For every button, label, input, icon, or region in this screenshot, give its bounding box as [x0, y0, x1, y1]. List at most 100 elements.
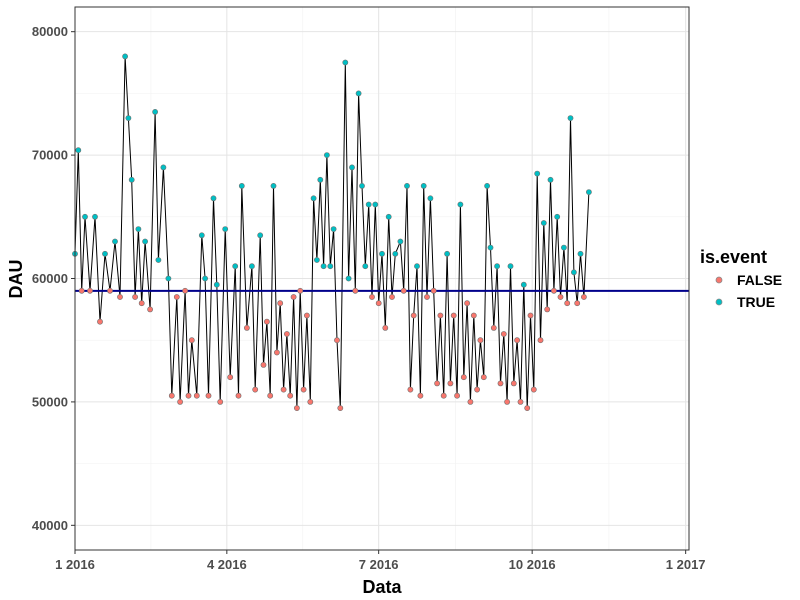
data-point: [417, 392, 424, 399]
data-point: [277, 300, 284, 307]
data-point: [392, 250, 399, 257]
data-point: [97, 318, 103, 325]
y-axis: 40000 50000 60000 70000 80000: [32, 24, 75, 533]
data-point: [125, 115, 132, 121]
data-point: [128, 176, 135, 183]
data-point: [385, 213, 392, 220]
data-point: [400, 287, 407, 294]
data-point: [504, 398, 510, 405]
series-line: [74, 55, 590, 409]
data-point: [287, 392, 294, 399]
legend-key-false-icon: [715, 276, 723, 284]
data-point: [257, 232, 264, 239]
data-point: [349, 164, 355, 171]
y-tick-label: 40000: [32, 518, 68, 533]
data-point: [323, 152, 330, 158]
data-point: [117, 294, 123, 300]
data-point: [78, 287, 85, 294]
data-point: [554, 213, 561, 220]
data-point: [342, 59, 349, 66]
data-point: [355, 90, 362, 97]
legend-key-true-icon: [715, 298, 723, 306]
data-point: [345, 275, 352, 282]
data-point: [564, 300, 571, 307]
data-point: [477, 337, 484, 344]
data-point: [474, 386, 480, 393]
data-point: [365, 201, 372, 208]
data-point: [581, 294, 587, 300]
data-point: [534, 170, 541, 177]
data-point: [424, 294, 430, 300]
data-point: [427, 195, 434, 202]
data-point: [352, 287, 359, 294]
data-point: [330, 226, 337, 232]
x-tick-label: 10 2016: [509, 557, 556, 572]
data-point: [112, 238, 118, 245]
data-point: [310, 195, 317, 202]
data-point: [404, 182, 410, 189]
data-point: [500, 331, 507, 337]
data-point: [510, 380, 517, 387]
data-point: [155, 257, 162, 263]
data-point: [135, 226, 142, 232]
data-point: [107, 287, 113, 294]
data-point: [152, 109, 158, 115]
y-axis-title: DAU: [6, 260, 26, 299]
data-point: [520, 281, 527, 288]
data-point: [507, 263, 514, 270]
data-point: [198, 232, 205, 239]
data-point: [132, 294, 138, 300]
data-point: [484, 182, 490, 189]
data-point: [530, 386, 537, 393]
data-point: [82, 213, 88, 220]
data-point: [379, 250, 385, 257]
data-point: [260, 361, 267, 368]
data-point: [267, 392, 274, 399]
data-point: [188, 337, 195, 344]
data-point: [362, 263, 369, 270]
data-point: [313, 257, 320, 263]
data-point: [182, 287, 188, 294]
y-tick-label: 50000: [32, 394, 68, 409]
data-point: [444, 250, 450, 257]
data-point: [327, 263, 334, 270]
data-point: [317, 176, 324, 183]
data-point: [547, 176, 554, 183]
data-point: [470, 312, 477, 319]
data-point: [185, 392, 192, 399]
data-point: [375, 300, 382, 307]
series-line-path: [74, 55, 590, 409]
data-point: [574, 300, 581, 307]
data-point: [410, 312, 417, 319]
data-point: [273, 349, 280, 356]
data-point: [494, 263, 500, 270]
data-point: [334, 337, 340, 344]
x-axis-title: Data: [362, 577, 402, 597]
data-point: [87, 287, 93, 294]
data-point: [497, 380, 504, 387]
data-point: [514, 337, 520, 344]
data-point: [232, 263, 239, 270]
data-point: [102, 250, 108, 257]
y-tick-label: 70000: [32, 148, 68, 163]
data-point: [382, 324, 389, 331]
data-point: [252, 386, 259, 393]
data-point: [168, 392, 175, 399]
data-point: [437, 312, 444, 319]
data-point: [293, 405, 300, 411]
data-point: [92, 213, 98, 220]
data-point: [460, 374, 467, 381]
x-tick-label: 1 2017: [666, 557, 706, 572]
data-point: [297, 287, 304, 294]
data-point: [389, 294, 395, 300]
data-point: [210, 195, 217, 202]
data-point: [540, 220, 547, 226]
data-point: [490, 324, 497, 331]
data-point: [467, 398, 474, 405]
data-point: [434, 380, 440, 387]
data-point: [165, 275, 172, 282]
data-point: [464, 300, 470, 307]
data-point: [75, 147, 82, 154]
data-point: [527, 312, 534, 319]
x-tick-label: 4 2016: [207, 557, 247, 572]
